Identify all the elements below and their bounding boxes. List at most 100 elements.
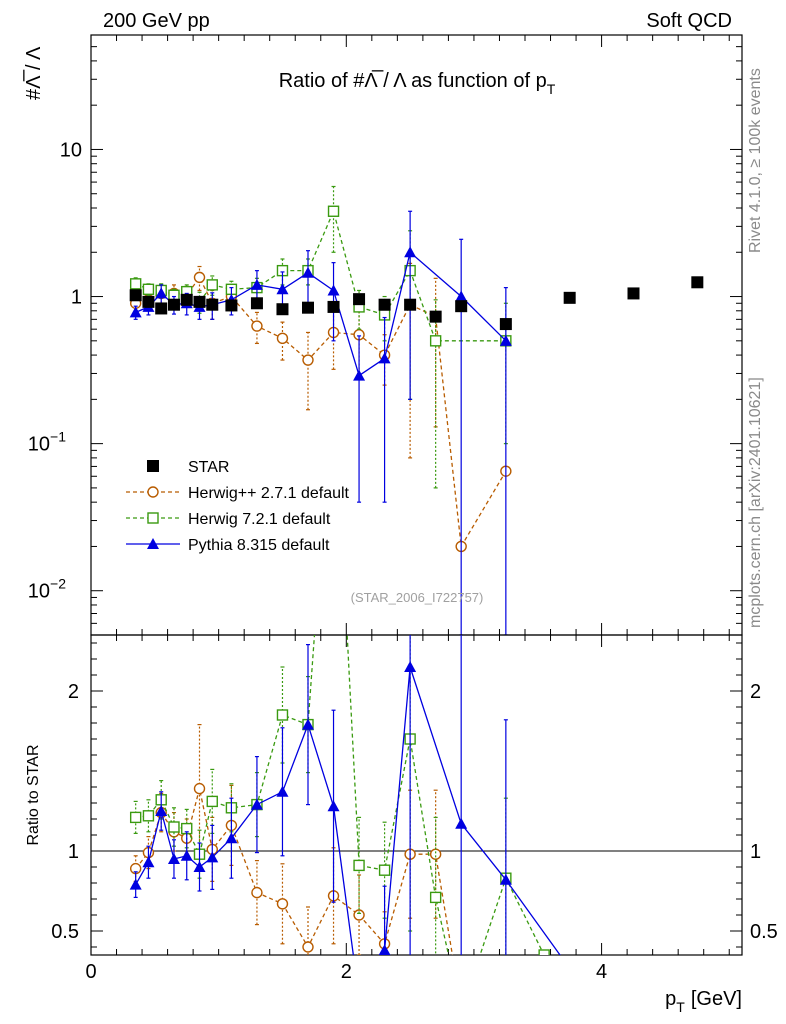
- data-point-pythia-8-315-default: [129, 306, 142, 318]
- data-point-herwig-2-7-1-default: [251, 320, 263, 332]
- series-star: [129, 276, 704, 331]
- legend-label: STAR: [188, 459, 229, 476]
- data-point-herwig-7-2-1-default: [206, 795, 218, 808]
- data-point-star: [302, 301, 314, 314]
- data-point-pythia-8-315-default: [378, 352, 391, 364]
- data-point-star: [129, 289, 142, 302]
- data-point-herwig-7-2-1-default: [276, 709, 289, 721]
- analysis-watermark: (STAR_2006_I722757): [351, 590, 484, 605]
- rivet-version-label: Rivet 4.1.0, ≥ 100k events: [747, 68, 764, 253]
- data-point-herwig-2-7-1-default: [193, 782, 206, 795]
- data-point-pythia-8-315-default: [455, 817, 468, 829]
- series-herwig-2-7-1-default: [129, 723, 466, 1013]
- data-point-pythia-8-315-default: [499, 334, 512, 346]
- data-point-herwig-7-2-1-default: [538, 949, 550, 955]
- data-point-star: [429, 310, 442, 323]
- data-point-herwig-2-7-1-default: [302, 941, 314, 953]
- data-point-pythia-8-315-default: [404, 661, 417, 672]
- data-point-star: [155, 302, 168, 315]
- data-point-herwig-2-7-1-default: [193, 271, 206, 284]
- data-point-pythia-8-315-default: [353, 369, 366, 381]
- data-point-star: [455, 300, 468, 313]
- data-point-star: [142, 295, 155, 308]
- data-point-star: [250, 297, 263, 310]
- data-point-pythia-8-315-default: [302, 266, 314, 278]
- main-plot-panel: 10 1 10−1 10−2 Ratio of #Λ̅ / Λ as function…: [22, 34, 743, 636]
- data-point-pythia-8-315-default: [225, 832, 238, 844]
- legend-marker: [147, 512, 159, 524]
- data-point-herwig-7-2-1-default: [168, 821, 180, 833]
- data-point-pythia-8-315-default: [250, 278, 263, 290]
- data-point-herwig-2-7-1-default: [429, 848, 442, 860]
- data-point-herwig-7-2-1-default: [142, 283, 155, 296]
- series-line-herwig-2-7-1-default: [135, 276, 507, 549]
- data-point-herwig-7-2-1-default: [129, 278, 142, 290]
- legend-item-herwig-7-2-1-default: Herwig 7.2.1 default: [126, 511, 331, 528]
- data-point-herwig-2-7-1-default: [302, 354, 314, 366]
- ratio-y-ticks: 0.5 0.5 1 1 2 2: [51, 642, 778, 948]
- data-point-pythia-8-315-default: [155, 805, 168, 816]
- data-point-herwig-2-7-1-default: [276, 898, 289, 910]
- y-tick-label: 10−1: [28, 429, 66, 456]
- data-point-pythia-8-315-default: [167, 853, 180, 864]
- data-point-herwig-7-2-1-default: [142, 810, 155, 822]
- data-point-star: [353, 293, 366, 306]
- chart-title-text: Ratio of #Λ̅ / Λ as function of p: [279, 69, 547, 92]
- data-point-herwig-2-7-1-default: [353, 909, 365, 921]
- x-tick-label: 0: [85, 961, 96, 983]
- collision-energy-label: 200 GeV pp: [103, 10, 210, 32]
- legend-label: Herwig++ 2.7.1 default: [188, 485, 350, 502]
- legend-label: Herwig 7.2.1 default: [188, 511, 331, 528]
- data-point-herwig-2-7-1-default: [276, 332, 289, 345]
- legend-item-star: STAR: [147, 459, 229, 476]
- data-point-star: [627, 287, 640, 300]
- main-y-ticks: 10 1 10−1 10−2: [28, 34, 742, 636]
- legend-label: Pythia 8.315 default: [188, 537, 330, 554]
- chart-title-subscript: T: [547, 81, 556, 97]
- data-point-star: [327, 300, 340, 313]
- x-axis-label-variable: p: [665, 988, 676, 1010]
- series-pythia-8-315-default: [129, 635, 595, 1000]
- data-point-star: [499, 318, 512, 331]
- y-tick-exponent: −1: [50, 429, 66, 445]
- data-point-pythia-8-315-default: [302, 718, 314, 730]
- data-point-star: [691, 276, 704, 289]
- data-point-pythia-8-315-default: [180, 849, 193, 861]
- data-point-star: [167, 298, 180, 311]
- y-tick-label: 10−2: [28, 576, 66, 603]
- x-tick-label: 2: [341, 961, 352, 983]
- data-point-pythia-8-315-default: [206, 851, 219, 863]
- data-point-pythia-8-315-default: [250, 798, 263, 810]
- data-point-herwig-7-2-1-default: [129, 811, 142, 824]
- data-point-pythia-8-315-default: [142, 856, 155, 868]
- data-point-herwig-7-2-1-default: [429, 891, 442, 904]
- data-point-pythia-8-315-default: [155, 287, 168, 299]
- data-point-herwig-2-7-1-default: [456, 1003, 466, 1013]
- series-line-pythia-8-315-default: [135, 251, 507, 377]
- main-series-group: [129, 185, 704, 635]
- series-pythia-8-315-default: [129, 210, 512, 635]
- mcplots-source-label: mcplots.cern.ch [arXiv:2401.10621]: [747, 377, 764, 628]
- ratio-y-tick-label-right: 1: [750, 841, 761, 863]
- data-point-star: [225, 299, 238, 312]
- data-point-star: [206, 298, 219, 311]
- main-y-axis-label: #Λ̅ / Λ: [22, 46, 45, 100]
- legend-item-pythia-8-315-default: Pythia 8.315 default: [126, 537, 330, 554]
- data-point-pythia-8-315-default: [276, 283, 289, 295]
- data-point-herwig-7-2-1-default: [327, 205, 340, 217]
- x-axis-label-subscript: T: [676, 999, 685, 1015]
- data-point-pythia-8-315-default: [129, 878, 142, 890]
- data-point-herwig-7-2-1-default: [456, 1006, 466, 1016]
- data-point-star: [180, 293, 193, 306]
- data-point-herwig-2-7-1-default: [251, 886, 263, 899]
- data-point-star: [276, 303, 289, 316]
- ratio-y-tick-label: 0.5: [51, 921, 79, 943]
- data-point-pythia-8-315-default: [583, 989, 595, 1000]
- ratio-x-ticks: 0 2 4: [85, 635, 730, 983]
- data-point-herwig-7-2-1-default: [429, 335, 442, 347]
- x-axis-label: pT [GeV]: [665, 988, 742, 1015]
- data-point-pythia-8-315-default: [327, 284, 340, 296]
- data-point-star: [404, 298, 417, 311]
- data-point-star: [563, 291, 576, 304]
